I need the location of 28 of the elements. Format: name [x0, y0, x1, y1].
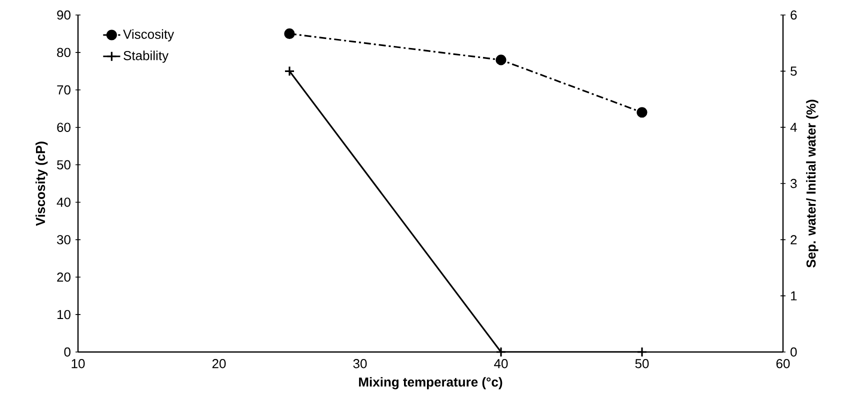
y-tick-label: 30	[57, 235, 70, 244]
y2-tick-label: 6	[790, 10, 797, 20]
legend-label: Stability	[124, 50, 169, 63]
y2-axis-title: Sep. water/ Initial water (%)	[806, 100, 818, 268]
x-tick-label: 50	[635, 359, 649, 368]
y-tick-label: 70	[57, 85, 70, 94]
y-tick-label: 60	[57, 122, 70, 132]
y2-tick-label: 1	[791, 291, 797, 300]
x-tick-label: 30	[353, 359, 367, 368]
y-tick-label: 10	[58, 310, 70, 320]
x-tick-label: 20	[212, 359, 226, 368]
y2-tick-label: 4	[790, 122, 797, 132]
y-tick-label: 40	[56, 198, 70, 207]
y-tick-label: 20	[57, 272, 70, 282]
y-tick-label: 90	[57, 10, 70, 20]
x-tick-label: 40	[494, 359, 508, 368]
y-tick-label: 0	[64, 347, 70, 357]
y-tick-label: 80	[57, 48, 70, 58]
x-tick-label: 10	[72, 359, 85, 368]
y-axis-title: Viscosity (cP)	[36, 142, 48, 226]
y-tick-label: 50	[57, 160, 70, 170]
y2-tick-label: 3	[790, 178, 797, 188]
y2-tick-label: 5	[790, 66, 797, 76]
x-tick-label: 60	[776, 359, 790, 368]
x-axis-title: Mixing temperature (°c)	[359, 377, 502, 390]
legend-label: Viscosity	[123, 29, 174, 42]
y2-tick-label: 0	[790, 347, 797, 357]
y2-tick-label: 2	[790, 235, 797, 244]
